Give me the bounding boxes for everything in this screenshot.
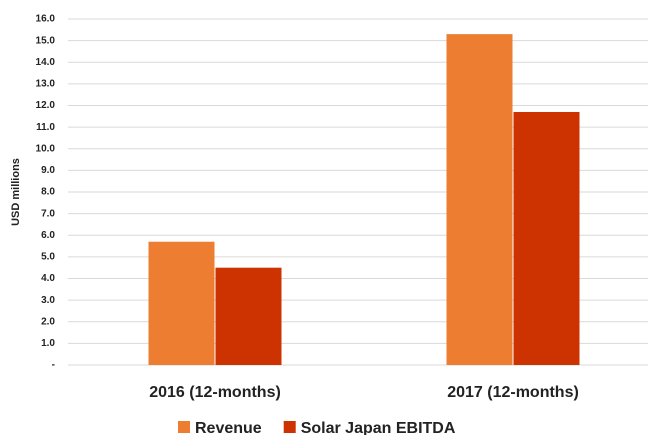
- bar: [513, 111, 580, 365]
- y-tick-label: -: [52, 360, 55, 371]
- y-tick-label: 13.0: [36, 79, 56, 90]
- legend-label: Solar Japan EBITDA: [301, 420, 456, 435]
- y-tick-label: 7.0: [41, 208, 55, 219]
- legend-swatch: [283, 421, 296, 433]
- y-axis-label: USD millions: [10, 158, 22, 226]
- y-tick-label: 9.0: [41, 165, 55, 176]
- y-tick-label: 10.0: [36, 143, 56, 154]
- bar: [148, 241, 215, 365]
- legend-swatch: [178, 421, 190, 433]
- bar: [446, 34, 513, 365]
- y-tick-label: 5.0: [41, 252, 55, 263]
- y-tick-label: 12.0: [36, 100, 56, 111]
- y-tick-label: 4.0: [41, 273, 55, 284]
- y-tick-label: 1.0: [41, 338, 55, 349]
- y-tick-label: 3.0: [41, 295, 55, 306]
- y-tick-label: 15.0: [36, 35, 56, 46]
- legend-label: Revenue: [195, 420, 262, 435]
- x-tick-label: 2016 (12-months): [149, 384, 281, 401]
- y-tick-label: 16.0: [36, 14, 56, 25]
- x-tick-label: 2017 (12-months): [447, 384, 579, 401]
- y-tick-label: 6.0: [41, 230, 55, 241]
- y-tick-label: 11.0: [36, 122, 55, 133]
- y-tick-label: 14.0: [36, 57, 56, 68]
- y-tick-label: 8.0: [41, 187, 55, 198]
- y-tick-label: 2.0: [41, 316, 55, 327]
- bar: [215, 267, 282, 365]
